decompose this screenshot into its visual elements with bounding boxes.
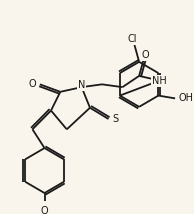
Text: Cl: Cl <box>128 34 137 44</box>
Text: NH: NH <box>152 76 167 86</box>
Text: O: O <box>41 206 48 214</box>
Text: OH: OH <box>179 93 194 103</box>
Text: S: S <box>112 114 118 124</box>
Text: N: N <box>78 80 85 90</box>
Text: O: O <box>29 79 36 89</box>
Text: O: O <box>142 50 149 60</box>
